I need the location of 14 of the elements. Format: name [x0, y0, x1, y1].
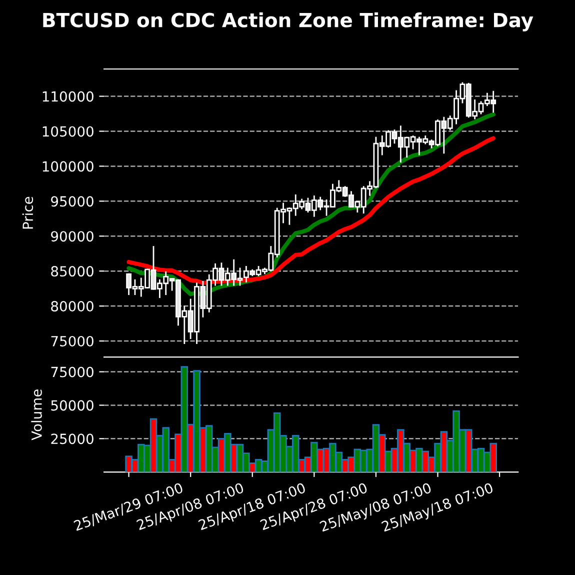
chart-title: BTCUSD on CDC Action Zone Timeframe: Day	[43, 12, 534, 32]
y-axis-title: Price	[22, 196, 34, 229]
y-tick-label: 90000	[51, 231, 94, 242]
y-tick-label: 50000	[51, 400, 94, 411]
y-tick-label: 110000	[42, 91, 94, 102]
y-tick-label: 100000	[42, 161, 94, 172]
y-tick-label: 25000	[51, 434, 94, 444]
y-tick-label: 95000	[51, 196, 94, 207]
y-tick-label: 75000	[51, 366, 94, 378]
y-tick-label: 105000	[42, 126, 94, 137]
y-tick-label: 85000	[51, 266, 94, 277]
y-axis-title: Volume	[31, 389, 42, 440]
y-tick-label: 80000	[51, 301, 94, 312]
y-tick-label: 75000	[51, 336, 94, 346]
